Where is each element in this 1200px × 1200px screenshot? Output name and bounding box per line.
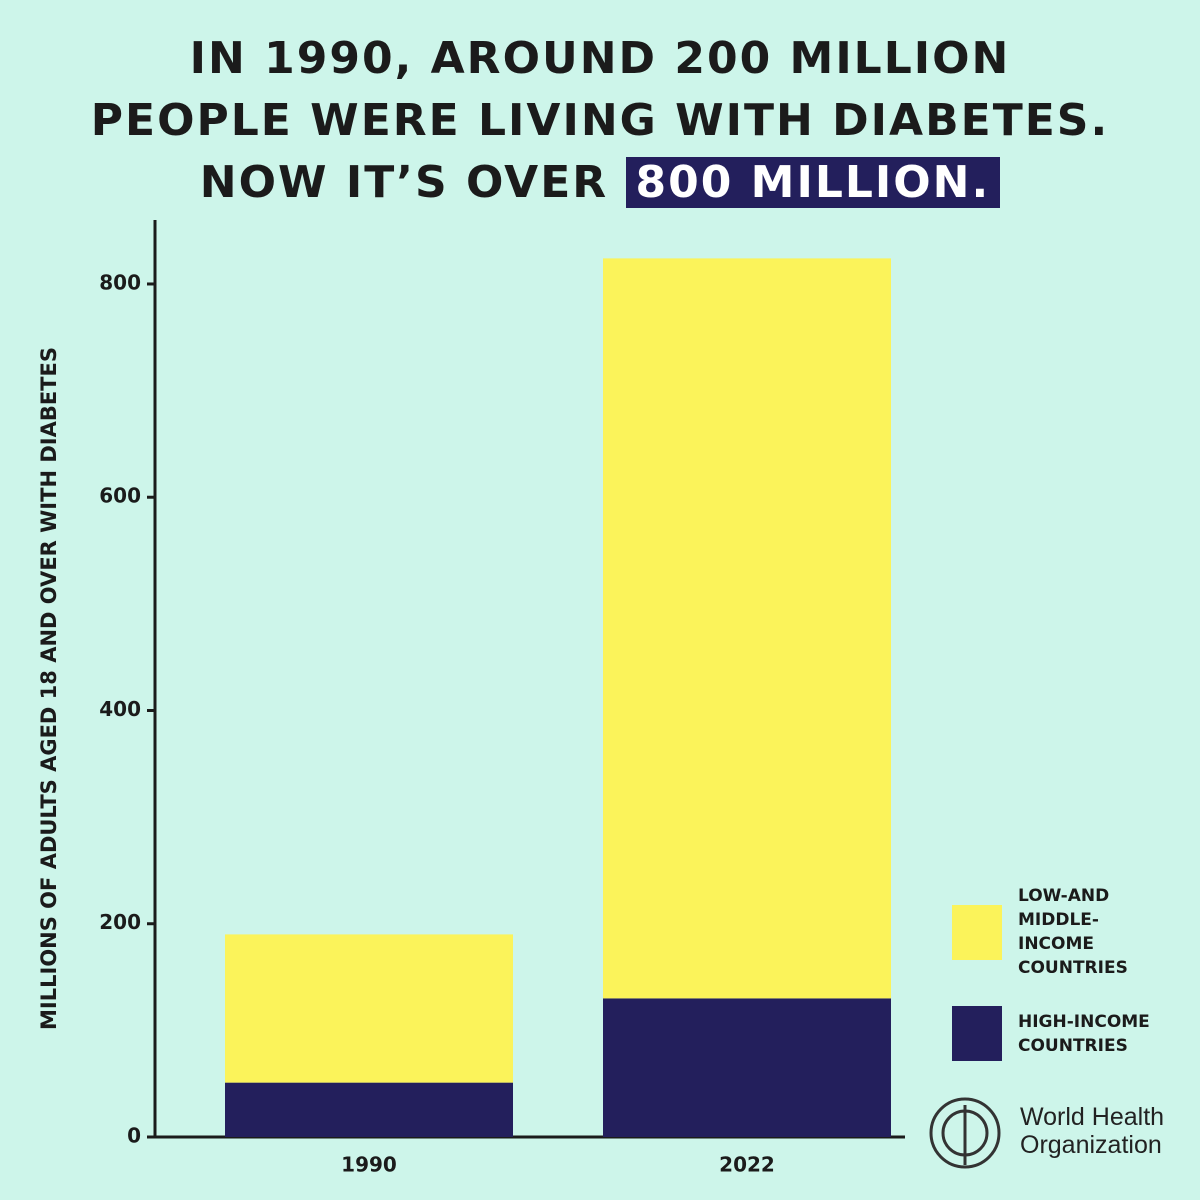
y-tick-label: 0: [127, 1124, 141, 1148]
title-line: IN 1990, AROUND 200 MILLION: [189, 33, 1011, 84]
logo-text: World Health Organization: [1020, 1103, 1165, 1159]
bar-segment: [225, 1082, 513, 1137]
title-line: PEOPLE WERE LIVING WITH DIABETES.: [90, 95, 1110, 146]
title-line: NOW IT’S OVER 800 MILLION.: [0, 152, 1200, 214]
who-emblem: [929, 1097, 1001, 1169]
bar-segment: [225, 934, 513, 1083]
y-tick-label: 600: [99, 484, 141, 508]
legend-swatch: [952, 1006, 1002, 1061]
legend-item: LOW-AND MIDDLE-INCOME COUNTRIES: [952, 884, 1158, 980]
x-tick-label: 1990: [341, 1153, 397, 1177]
bar-segment: [603, 258, 891, 999]
legend-label: HIGH-INCOME COUNTRIES: [1018, 1011, 1150, 1056]
y-tick-label: 400: [99, 697, 141, 721]
y-tick-label: 800: [99, 270, 141, 294]
title-highlight: 800 MILLION.: [625, 157, 1001, 208]
legend-swatch: [952, 904, 1002, 960]
bar-segment: [603, 998, 891, 1137]
legend-item: HIGH-INCOME COUNTRIES: [952, 1006, 1158, 1061]
y-tick-label: 200: [99, 910, 141, 934]
title: IN 1990, AROUND 200 MILLION PEOPLE WERE L…: [0, 28, 1200, 214]
y-axis-label: MILLIONS OF ADULTS AGED 18 AND OVER WITH…: [37, 347, 61, 1030]
legend-label: LOW-AND MIDDLE-INCOME COUNTRIES: [1018, 886, 1128, 978]
x-tick-label: 2022: [719, 1153, 775, 1177]
